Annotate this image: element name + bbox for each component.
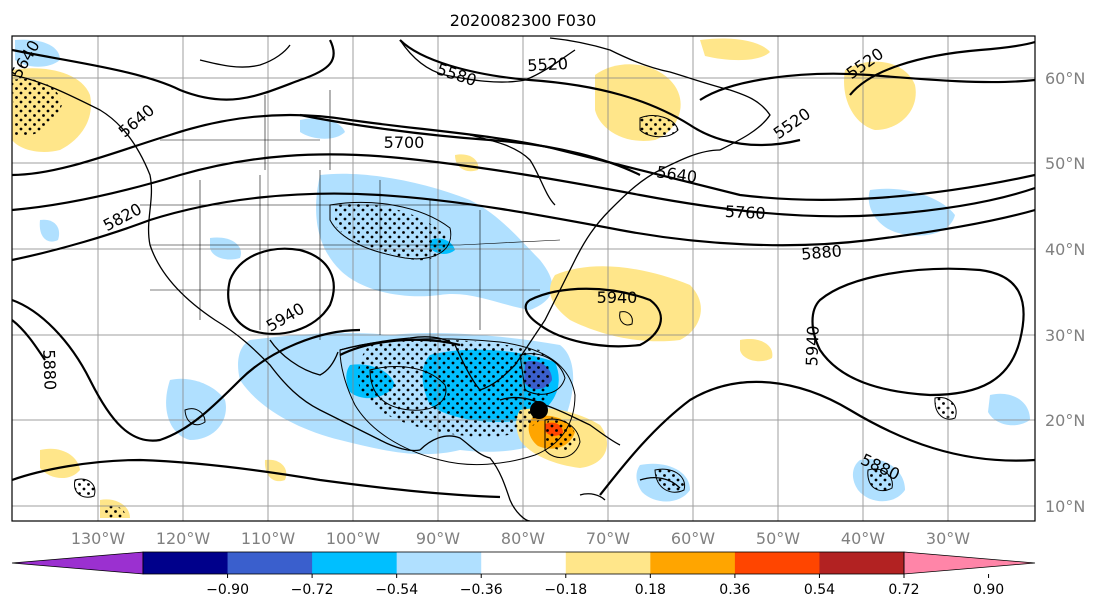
colorbar-swatch [565, 552, 651, 574]
lon-label: 80°W [501, 529, 545, 548]
lon-axis: 130°W 120°W 110°W 100°W 90°W 80°W 70°W 6… [71, 529, 970, 548]
lat-axis: 60°N 50°N 40°N 30°N 20°N 10°N [1045, 69, 1085, 516]
colorbar-tick-label: −0.54 [375, 582, 418, 598]
coastlines [12, 37, 771, 521]
colorbar-swatch [481, 552, 567, 574]
lat-label: 50°N [1045, 154, 1085, 173]
colorbar-swatch [734, 552, 820, 574]
storm-center-marker [530, 401, 548, 419]
colorbar-swatch [227, 552, 313, 574]
colorbar-swatch [312, 552, 398, 574]
lon-label: 70°W [586, 529, 630, 548]
colorbar-tick-label: 0.54 [804, 582, 835, 598]
state-borders [140, 90, 561, 340]
colorbar: −0.90 −0.72 −0.54 −0.36 −0.18 0.18 0.36 0.54 0.7… [11, 551, 1036, 598]
colorbar-extend-high [903, 551, 1036, 575]
lon-label: 90°W [416, 529, 460, 548]
colorbar-tick-label: −0.36 [460, 582, 503, 598]
colorbar-tick-label: 0.72 [888, 582, 919, 598]
colorbar-frame [142, 551, 905, 575]
lat-label: 10°N [1045, 497, 1085, 516]
colorbar-extend-low [11, 551, 144, 575]
lat-label: 30°N [1045, 326, 1085, 345]
lon-label: 110°W [241, 529, 296, 548]
colorbar-swatch [650, 552, 736, 574]
thin-contours [74, 115, 957, 498]
lon-label: 120°W [156, 529, 211, 548]
colorbar-tick-label: −0.72 [291, 582, 334, 598]
lon-label: 50°W [756, 529, 800, 548]
colorbar-swatch [819, 552, 905, 574]
map-frame [11, 35, 1036, 522]
lat-label: 40°N [1045, 240, 1085, 259]
lat-label: 60°N [1045, 69, 1085, 88]
lon-label: 60°W [671, 529, 715, 548]
lon-label: 130°W [71, 529, 126, 548]
contour-label: 5760 [724, 202, 766, 223]
lon-label: 40°W [841, 529, 885, 548]
lat-label: 20°N [1045, 411, 1085, 430]
contour-label: 5520 [527, 54, 569, 75]
graticule [12, 36, 1035, 521]
contour-label: 5940 [597, 288, 638, 307]
colorbar-swatch [143, 552, 229, 574]
colorbar-tick-label: −0.18 [544, 582, 587, 598]
colorbar-tick-label: 0.18 [635, 582, 666, 598]
contour-label: 5940 [802, 325, 822, 366]
height-contours [12, 39, 1035, 499]
colorbar-tick-label: 0.36 [719, 582, 750, 598]
contour-label: 5880 [800, 241, 842, 263]
colorbar-tick-label: 0.90 [973, 582, 1004, 598]
lon-label: 100°W [326, 529, 381, 548]
colorbar-tick-label: −0.90 [206, 582, 249, 598]
map-title: 2020082300 F030 [450, 11, 597, 30]
lon-label: 30°W [926, 529, 970, 548]
colorbar-swatch [396, 552, 482, 574]
contour-label: 5700 [384, 133, 425, 152]
contour-label: 5880 [39, 349, 59, 390]
